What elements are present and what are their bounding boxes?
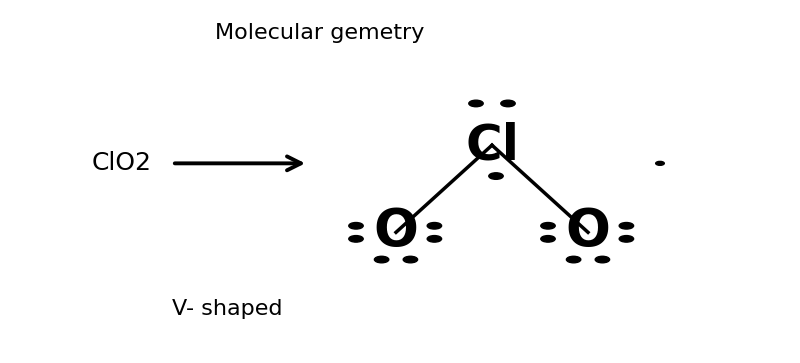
Circle shape xyxy=(403,256,418,263)
Circle shape xyxy=(501,100,515,107)
Circle shape xyxy=(541,223,555,229)
Text: Cl: Cl xyxy=(465,121,519,169)
Circle shape xyxy=(656,162,664,165)
Circle shape xyxy=(427,223,442,229)
Circle shape xyxy=(595,256,610,263)
Circle shape xyxy=(619,236,634,242)
Circle shape xyxy=(469,100,483,107)
Circle shape xyxy=(566,256,581,263)
Circle shape xyxy=(541,236,555,242)
Text: ClO2: ClO2 xyxy=(92,151,152,175)
Text: Molecular gemetry: Molecular gemetry xyxy=(215,23,425,43)
Text: O: O xyxy=(374,206,418,258)
Circle shape xyxy=(349,223,363,229)
Circle shape xyxy=(349,236,363,242)
Circle shape xyxy=(619,223,634,229)
Text: O: O xyxy=(566,206,610,258)
Circle shape xyxy=(427,236,442,242)
Circle shape xyxy=(374,256,389,263)
Text: V- shaped: V- shaped xyxy=(172,298,282,319)
Circle shape xyxy=(489,173,503,179)
